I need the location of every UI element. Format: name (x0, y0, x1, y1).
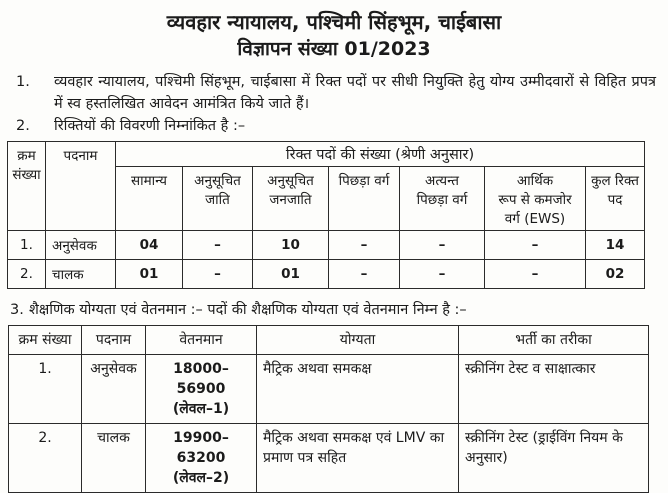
cell-post: चालक (81, 423, 146, 493)
vacancy-table-row: 2. चालक 01 – 01 – – – 02 (7, 258, 646, 289)
paragraph-1-number: 1. (16, 74, 30, 90)
vacancy-header-post: पदनाम (45, 140, 116, 231)
vacancy-header-st: अनुसूचित जनजाति (252, 165, 329, 231)
vacancy-header-sc: अनुसूचित जाति (182, 165, 253, 231)
cell-method: स्क्रीनिंग टेस्ट व साक्षात्कार (458, 354, 649, 424)
vacancy-header-span: रिक्त पदों की संख्या (श्रेणी अनुसार) (114, 140, 646, 167)
cell-post: अनुसेवक (45, 229, 116, 260)
cell-ebc: – (399, 229, 485, 260)
cell-pay-level: (लेवल–2) (172, 470, 230, 486)
cell-post: चालक (45, 258, 116, 289)
cell-total: 02 (584, 258, 646, 289)
paragraph-1: 1. व्यवहार न्यायालय, पश्चिमी सिंहभूम, चा… (16, 72, 656, 115)
page-title: व्यवहार न्यायालय, पश्चिमी सिंहभूम, चाईबा… (166, 10, 502, 34)
cell-bc: – (328, 258, 400, 289)
cell-post: अनुसेवक (81, 354, 146, 424)
cell-general: 04 (115, 229, 183, 260)
vacancy-header-ews: आर्थिक रूप से कमजोर वर्ग (EWS) (484, 165, 586, 231)
cell-bc: – (328, 229, 400, 260)
cell-pay-scale: 19900–63200 (173, 430, 229, 466)
vacancy-header-bc: पिछड़ा वर्ग (328, 165, 400, 231)
cell-serial: 2. (7, 258, 46, 289)
cell-sc: – (182, 229, 253, 260)
cell-ews: – (484, 229, 586, 260)
paragraph-1-text: व्यवहार न्यायालय, पश्चिमी सिंहभूम, चाईबा… (54, 74, 656, 112)
vacancy-header-row-1: क्रम संख्या पदनाम रिक्त पदों की संख्या (… (7, 140, 646, 231)
cell-sc: – (182, 258, 253, 289)
vacancy-header-row-2: सामान्य अनुसूचित जाति अनुसूचित जनजाति पि… (8, 165, 646, 231)
qualification-header-pay: वेतनमान (145, 325, 257, 355)
cell-qualification: मैट्रिक अथवा समकक्ष एवं LMV का प्रमाण पत… (256, 423, 459, 493)
cell-ews: – (484, 258, 586, 289)
qualification-header-serial: क्रम संख्या (8, 325, 82, 355)
vacancy-header-ebc: अत्यन्त पिछड़ा वर्ग (399, 165, 485, 231)
cell-serial: 2. (8, 423, 82, 493)
cell-st: 01 (252, 258, 329, 289)
vacancy-header-serial: क्रम संख्या (7, 140, 46, 231)
cell-qualification: मैट्रिक अथवा समकक्ष (256, 354, 459, 424)
cell-pay-scale: 18000–56900 (173, 361, 229, 397)
paragraph-3: 3. शैक्षणिक योग्यता एवं वेतनमान :– पदों … (10, 300, 656, 322)
vacancy-header-total: कुल रिक्त पद (584, 165, 646, 231)
paragraph-3-text: शैक्षणिक योग्यता एवं वेतनमान :– पदों की … (29, 301, 467, 318)
cell-total: 14 (584, 229, 646, 260)
qualification-header-post: पदनाम (81, 325, 146, 355)
qualification-header-method: भर्ती का तरीका (458, 325, 649, 355)
cell-st: 10 (252, 229, 329, 260)
qualification-table: क्रम संख्या पदनाम वेतनमान योग्यता भर्ती … (8, 325, 649, 493)
advertisement-number: विज्ञापन संख्या 01/2023 (237, 38, 431, 60)
vacancy-table-row: 1. अनुसेवक 04 – 10 – – – 14 (7, 229, 646, 260)
cell-method: स्क्रीनिंग टेस्ट (ड्राईविंग नियम के अनुस… (458, 423, 649, 493)
cell-pay: 19900–63200 (लेवल–2) (145, 423, 257, 493)
paragraph-2-text: रिक्तियों की विवरणी निम्नांकित है :– (54, 118, 246, 134)
qualification-table-row: 2. चालक 19900–63200 (लेवल–2) मैट्रिक अथव… (8, 423, 649, 493)
vacancy-table: क्रम संख्या पदनाम रिक्त पदों की संख्या (… (7, 140, 646, 289)
cell-pay: 18000–56900 (लेवल–1) (145, 354, 257, 424)
paragraph-2: 2. रिक्तियों की विवरणी निम्नांकित है :– (16, 116, 656, 138)
paragraph-2-number: 2. (16, 118, 30, 134)
qualification-header-row: क्रम संख्या पदनाम वेतनमान योग्यता भर्ती … (8, 325, 649, 355)
paragraph-3-number: 3. (10, 301, 24, 318)
cell-general: 01 (115, 258, 183, 289)
qualification-header-qualification: योग्यता (256, 325, 459, 355)
cell-pay-level: (लेवल–1) (172, 401, 230, 417)
cell-serial: 1. (8, 354, 82, 424)
cell-ebc: – (399, 258, 485, 289)
vacancy-header-general: सामान्य (115, 165, 183, 231)
qualification-table-row: 1. अनुसेवक 18000–56900 (लेवल–1) मैट्रिक … (8, 354, 649, 424)
cell-serial: 1. (7, 229, 46, 260)
